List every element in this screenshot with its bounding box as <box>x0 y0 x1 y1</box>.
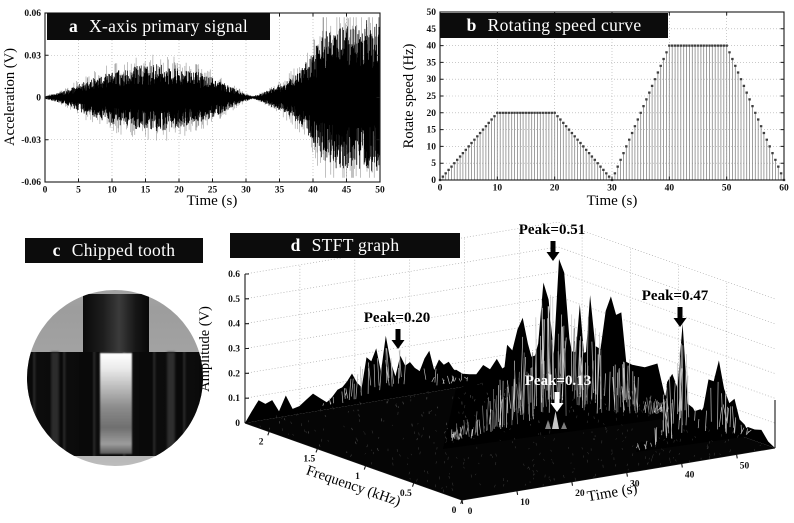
y-tick-label: 15 <box>427 126 437 136</box>
panel-a-title-bar: a X-axis primary signal <box>47 13 270 40</box>
y-tick-label: -0.06 <box>21 178 41 188</box>
mesh-highlights <box>322 347 468 406</box>
tooth-groove-right <box>167 352 175 456</box>
x-tick-label: 0 <box>43 186 48 196</box>
peak-annotation-label: Peak=0.13 <box>525 373 591 389</box>
panel-a-xlabel: Time (s) <box>187 193 238 209</box>
freq-tick-label: 0.5 <box>400 489 412 499</box>
x-tick-label: 10 <box>107 186 117 196</box>
x-tick-label: 40 <box>665 184 675 194</box>
peak-spike-013 <box>545 420 551 429</box>
peak-annotation-label: Peak=0.51 <box>519 222 585 238</box>
x-tick-label: 35 <box>275 186 285 196</box>
freq-tick-label: 2 <box>259 438 264 448</box>
y-tick-label: 0.06 <box>24 9 41 19</box>
y-tick-label: 20 <box>427 109 437 119</box>
panel-a-letter: a <box>69 16 79 36</box>
floor-speckles-bright <box>269 371 645 454</box>
panel-a-ylabel: Acceleration (V) <box>2 48 18 146</box>
z-tick-label: 0.4 <box>228 320 240 330</box>
peak-arrow-icon <box>395 329 401 340</box>
peak-group-047 <box>636 323 750 452</box>
panel-d-xlabel: Time (s) <box>586 481 639 506</box>
y-tick-label: 50 <box>427 8 437 18</box>
peak-arrow-icon <box>550 241 556 252</box>
peak-annotation-label: Peak=0.20 <box>364 310 430 326</box>
y-tick-label: 45 <box>427 25 437 35</box>
x-tick-label: 15 <box>141 186 151 196</box>
x-tick-label: 30 <box>607 184 617 194</box>
panel-c-letter: c <box>52 240 61 260</box>
time-tick-label: 10 <box>520 498 530 508</box>
freq-tick-label: 1.5 <box>303 455 315 465</box>
x-tick-label: 5 <box>76 186 81 196</box>
freq-tick-label: 1 <box>355 472 360 482</box>
peak-spike-013 <box>561 422 567 429</box>
chipped-tooth-highlight <box>100 353 132 454</box>
floor-speckles <box>259 373 761 493</box>
time-tick-label: 0 <box>468 507 473 517</box>
mesh-highlights <box>636 343 752 451</box>
x-tick-label: 60 <box>779 184 789 194</box>
time-tick-label: 40 <box>685 471 695 481</box>
peak-arrow-icon <box>673 318 687 327</box>
peak-annotation-label: Peak=0.47 <box>642 288 709 304</box>
z-tick-label: 0.6 <box>228 270 240 280</box>
y-tick-label: 5 <box>431 159 436 169</box>
panel-d-title-bar: d STFT graph <box>230 233 460 258</box>
x-tick-label: 20 <box>550 184 560 194</box>
x-tick-label: 50 <box>722 184 732 194</box>
x-tick-label: 25 <box>208 186 218 196</box>
panel-a-title: X-axis primary signal <box>89 16 248 36</box>
z-tick-label: 0.5 <box>228 295 240 305</box>
stem-lines <box>442 45 782 180</box>
peak-arrow-icon <box>391 340 405 349</box>
peak-arrow-icon <box>677 307 683 318</box>
y-tick-label: -0.03 <box>21 136 41 146</box>
y-tick-label: 0.03 <box>24 51 41 61</box>
y-tick-label: 25 <box>427 92 437 102</box>
x-tick-label: 40 <box>308 186 318 196</box>
time-tick-label: 50 <box>740 461 750 471</box>
y-tick-label: 0 <box>36 94 41 104</box>
x-tick-label: 0 <box>438 184 443 194</box>
panel-c-title: Chipped tooth <box>71 240 176 260</box>
panel-b-xlabel: Time (s) <box>587 193 638 209</box>
z-tick-label: 0.2 <box>228 369 240 379</box>
panel-c-title-bar: c Chipped tooth <box>25 238 203 263</box>
x-tick-label: 20 <box>174 186 184 196</box>
freq-tick-label: 0 <box>452 506 457 516</box>
x-tick-label: 50 <box>375 186 385 196</box>
panel-b-letter: b <box>466 15 477 35</box>
z-tick-label: 0 <box>235 419 240 429</box>
y-tick-label: 30 <box>427 75 437 85</box>
x-tick-label: 10 <box>493 184 503 194</box>
z-tick-label: 0.3 <box>228 345 240 355</box>
z-tick-label: 0.1 <box>228 394 240 404</box>
time-tick-label: 20 <box>575 489 585 499</box>
tooth-groove-left <box>51 352 59 456</box>
x-tick-label: 45 <box>342 186 352 196</box>
time-tick-label: 30 <box>630 480 640 490</box>
y-tick-label: 40 <box>427 42 437 52</box>
chipped-tooth-photo <box>27 290 203 466</box>
peak-arrow-icon <box>554 392 560 403</box>
peak-group-020 <box>323 335 468 409</box>
mesh-highlights <box>451 294 668 441</box>
peak-spike-013 <box>552 411 559 429</box>
y-tick-label: 0 <box>431 176 436 186</box>
y-tick-label: 35 <box>427 58 437 68</box>
peak-arrow-icon <box>546 252 560 261</box>
x-tick-label: 30 <box>241 186 251 196</box>
y-tick-label: 10 <box>427 142 437 152</box>
panel-d-letter: d <box>290 235 301 255</box>
panel-d-plot: 00.10.20.30.40.50.600.511.5201020304050P… <box>228 221 776 517</box>
panel-b-ylabel: Rotate speed (Hz) <box>401 43 417 148</box>
panel-d-title: STFT graph <box>311 235 400 255</box>
panel-b-title: Rotating speed curve <box>487 15 642 35</box>
panel-b-title-bar: b Rotating speed curve <box>440 13 668 38</box>
peak-arrow-icon <box>550 403 564 412</box>
